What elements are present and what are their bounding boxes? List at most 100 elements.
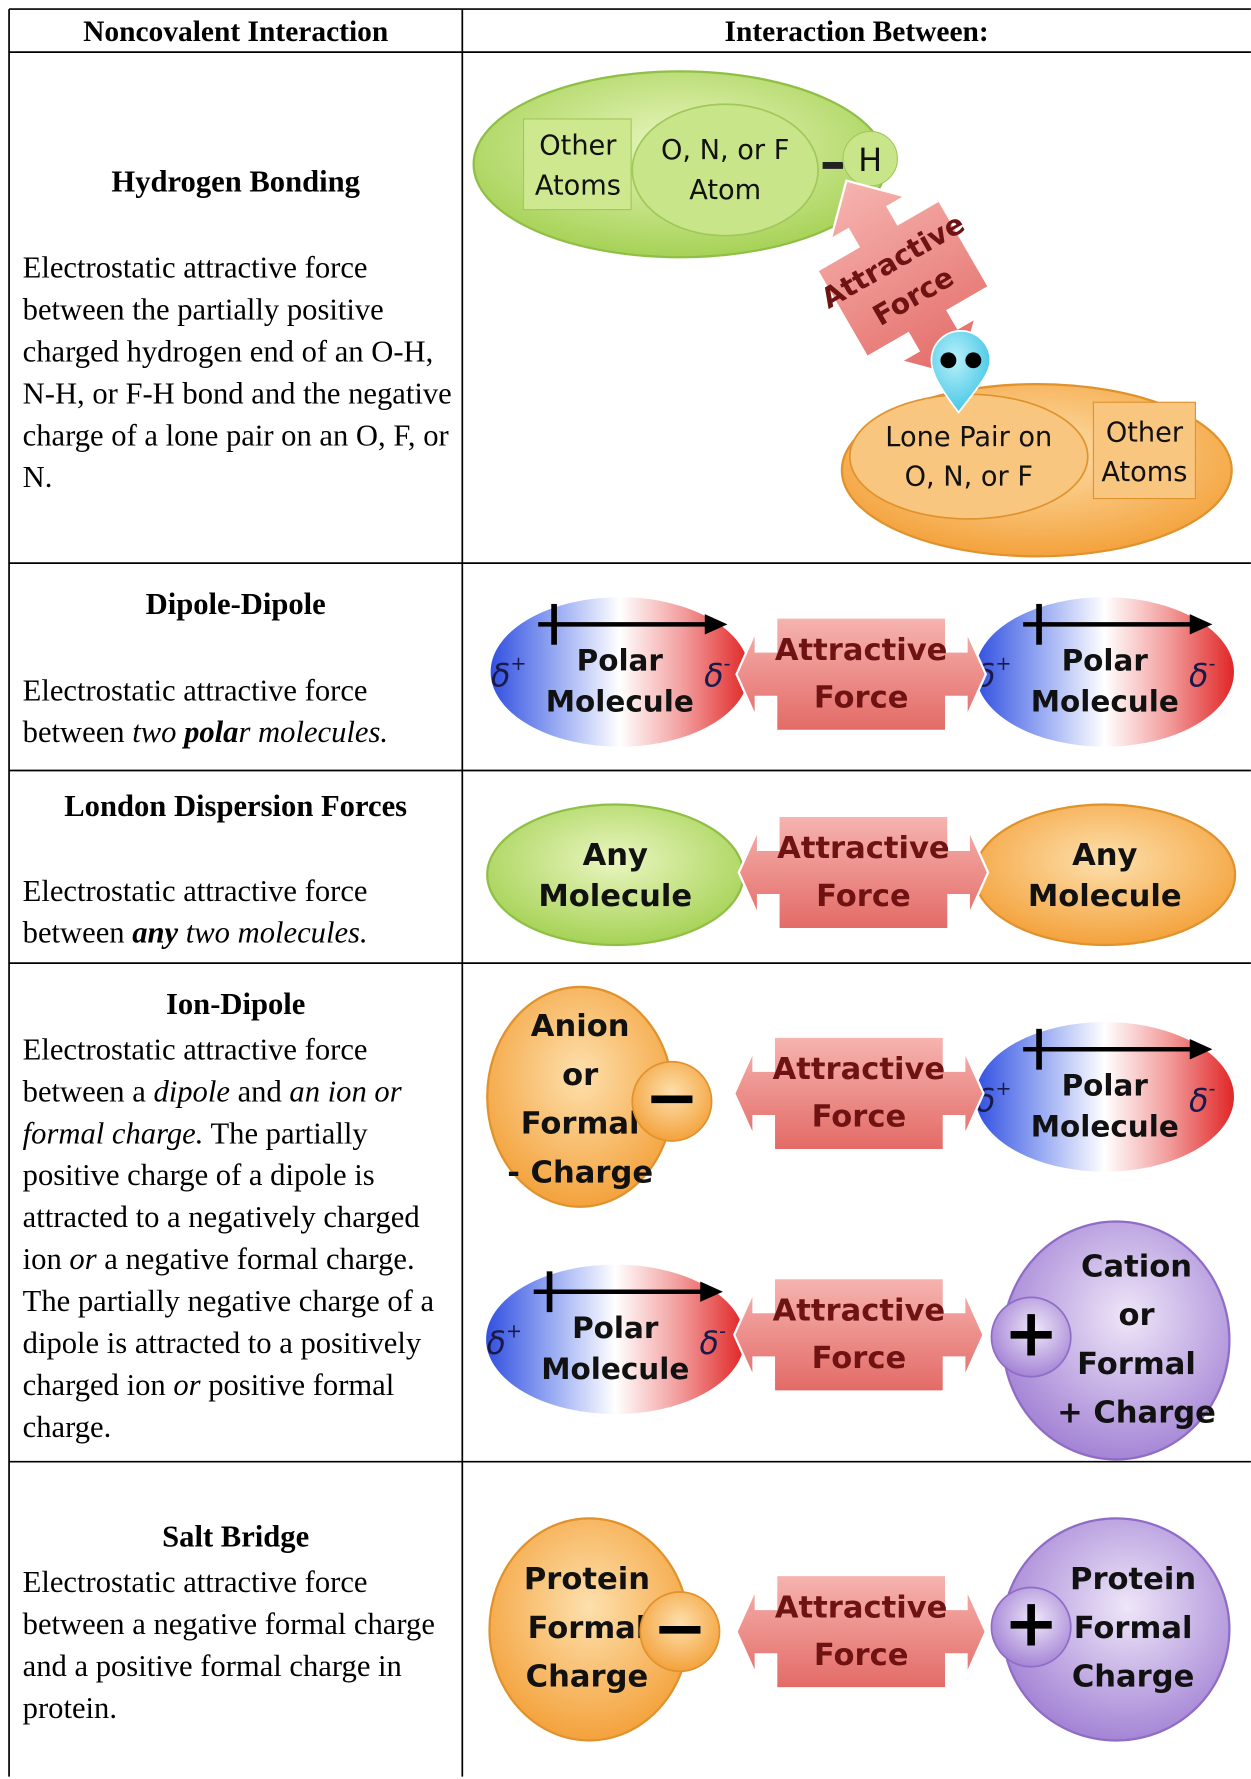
sign: + — [995, 651, 1011, 674]
force-arrow: Attractive Force — [733, 1035, 985, 1152]
molecule: Protein Formal Charge + — [990, 1517, 1231, 1742]
partial-charge: δ- — [1189, 651, 1215, 694]
acceptor-group-box — [1092, 401, 1196, 500]
row-title: London Dispersion Forces — [64, 788, 408, 823]
header-cell: Noncovalent Interaction — [83, 14, 389, 48]
label-line: Anion — [531, 1009, 630, 1044]
label-line: or — [1118, 1298, 1154, 1333]
partial-charge: δ+ — [486, 1319, 522, 1362]
donor-atom-oval — [631, 103, 819, 237]
arrow-shape — [735, 1573, 988, 1690]
sign: - — [723, 651, 730, 674]
table-grid — [8, 8, 1251, 1777]
label-line: Polar — [572, 1311, 659, 1345]
text: and — [229, 1074, 290, 1109]
lone-pair — [930, 330, 992, 414]
text: or — [173, 1367, 201, 1402]
label-line: Protein — [1070, 1562, 1196, 1597]
label-line: Attractive — [775, 633, 948, 668]
donor-group-box — [522, 118, 632, 211]
charge-circle — [990, 1586, 1072, 1668]
text: dipole — [153, 1074, 230, 1109]
label-line: Molecule — [1031, 1109, 1179, 1143]
label-line: Polar — [577, 644, 664, 678]
label-line: Force — [814, 1638, 909, 1673]
formal-charge: − — [644, 1060, 699, 1136]
partial-charge: δ- — [700, 1319, 726, 1362]
label-line: Any — [583, 838, 648, 873]
molecule: Protein Formal Charge− — [488, 1517, 721, 1742]
text: The partially positive charge of a dipol… — [22, 1116, 420, 1276]
label-line: Other — [1106, 417, 1184, 448]
label-line: Molecule — [1031, 684, 1179, 718]
salt-bridge-diagram: Protein Formal Charge− ProteinFormalCharge+… — [488, 1517, 1231, 1742]
label-line: Formal — [1077, 1347, 1196, 1382]
label-line: Force — [814, 680, 909, 715]
text: Electrostatic attractive force between a — [22, 1032, 368, 1109]
arrow-shape — [737, 814, 990, 931]
row-description: Electrostatic attractive force between t… — [23, 670, 456, 754]
header-cell: Interaction Between: — [724, 14, 989, 48]
formal-charge: − — [652, 1590, 707, 1666]
label-line: Atoms — [1101, 457, 1187, 488]
dipole-dipole-diagram: δ+δ-PolarMoleculeδ+δ-PolarMoleculeAttrac… — [488, 594, 1237, 749]
label-line: Lone Pair on — [885, 422, 1052, 453]
label-line: Polar — [1062, 644, 1149, 678]
hydrogen-bond-diagram: Other Atoms O, N, or F Atom H Lone Pair on O, … — [472, 70, 1233, 558]
charge-circle — [990, 1296, 1072, 1378]
text: Electrostatic attractive force between a… — [22, 1564, 435, 1725]
text: Electrostatic attractive force between t… — [22, 250, 452, 495]
label-line: O, N, or F — [661, 135, 789, 166]
label-line: Molecule — [546, 684, 694, 718]
label-line: - Charge — [507, 1155, 653, 1190]
delta: δ — [1189, 1083, 1208, 1119]
text: pola — [184, 714, 239, 749]
force-arrow: Attractive Force — [735, 616, 988, 732]
label-line: Molecule — [541, 1352, 689, 1386]
label-line: Force — [812, 1100, 907, 1135]
force-arrow: Attractive Force — [735, 1573, 988, 1690]
molecule-shape — [486, 803, 745, 947]
sign: + — [510, 651, 526, 674]
text: positive formal charge. — [22, 1367, 395, 1444]
label-line: Force — [816, 879, 911, 914]
label-line: Attractive — [775, 1590, 948, 1625]
label-line: Atom — [689, 175, 761, 206]
dispersion-diagram: Any Molecule Any Molecule Attractive Force — [486, 803, 1237, 947]
label-line: Polar — [1062, 1069, 1149, 1103]
hydrogen-label: H — [858, 143, 882, 179]
partial-charge: δ+ — [491, 651, 527, 694]
label-line: Molecule — [538, 879, 692, 914]
label-line: Protein — [524, 1562, 650, 1597]
text: two molecules. — [178, 915, 368, 950]
sign: - — [719, 1319, 726, 1342]
arrow-shape — [733, 1035, 985, 1152]
acceptor-atom-oval — [848, 393, 1089, 520]
row-description: Electrostatic attractive force between t… — [23, 247, 456, 499]
label-line: Other — [539, 131, 617, 162]
electron — [940, 352, 957, 369]
sign: + — [506, 1319, 522, 1342]
label-line: Molecule — [1028, 879, 1182, 914]
formal-charge: + — [1004, 1296, 1059, 1372]
text: an ion or formal charge. — [22, 1074, 402, 1151]
label-line: Attractive — [773, 1293, 946, 1328]
text: two — [132, 714, 185, 749]
label-line: Attractive — [773, 1052, 946, 1087]
molecule: Cation or Formal + Charge + — [990, 1220, 1231, 1461]
row-title: Dipole-Dipole — [145, 586, 326, 621]
label-line: Formal — [521, 1107, 640, 1142]
label-line: Charge — [526, 1659, 649, 1694]
label-line: Formal — [528, 1611, 647, 1646]
sign: - — [1208, 651, 1215, 674]
dipole-arrow-head — [1189, 614, 1213, 635]
label-line: or — [562, 1058, 598, 1093]
dipole-arrow-head — [700, 1281, 723, 1302]
formal-charge: + — [1004, 1586, 1059, 1662]
